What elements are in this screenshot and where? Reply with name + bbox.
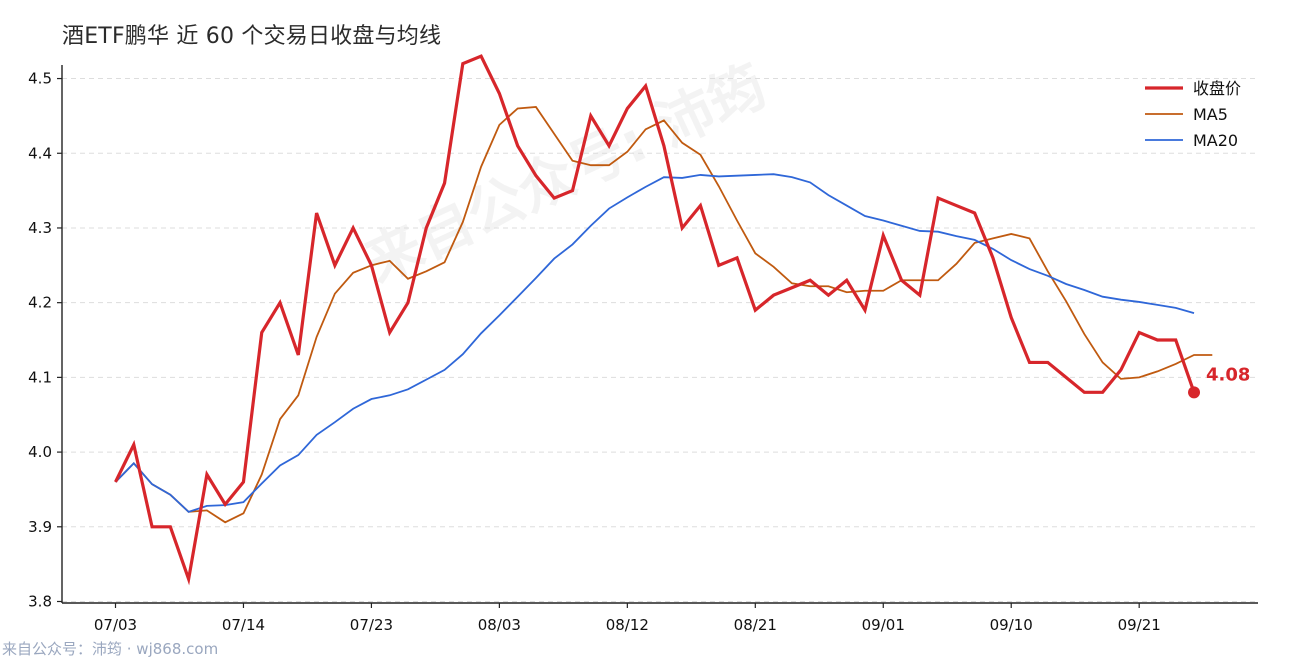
x-tick-label: 08/03 — [478, 616, 521, 634]
y-tick-label: 4.1 — [28, 368, 52, 386]
axes: 3.8 3.9 4.0 4.1 4.2 4.3 4.4 4.5 07/03 07/14 07/23 0… — [28, 65, 1258, 634]
y-tick-label: 4.4 — [28, 144, 52, 162]
grid-lines — [62, 78, 1258, 602]
ma5-line — [114, 106, 1213, 524]
last-point-dot — [1188, 386, 1201, 399]
close-price-line — [114, 54, 1196, 586]
x-tick-label: 08/21 — [734, 616, 777, 634]
footer-credit: 来自公众号：沛筠 · wj868.com — [2, 640, 219, 658]
legend-label: MA20 — [1193, 131, 1238, 150]
ma20-line — [114, 173, 1195, 513]
x-tick-label: 07/03 — [94, 616, 137, 634]
y-tick-label: 3.9 — [28, 518, 52, 536]
legend-label: MA5 — [1193, 105, 1228, 124]
x-tick-label: 09/21 — [1118, 616, 1161, 634]
y-tick-label: 4.2 — [28, 294, 52, 312]
last-point-marker: 4.08 — [1188, 364, 1250, 399]
legend: 收盘价 MA5 MA20 — [1145, 79, 1241, 150]
legend-label: 收盘价 — [1193, 79, 1241, 98]
x-tick-label: 09/01 — [862, 616, 905, 634]
y-tick-label: 4.0 — [28, 443, 52, 461]
y-tick-label: 3.8 — [28, 593, 52, 611]
y-tick-label: 4.5 — [28, 70, 52, 88]
series-lines — [114, 54, 1213, 586]
x-tick-label: 08/12 — [606, 616, 649, 634]
chart-title: 酒ETF鹏华 近 60 个交易日收盘与均线 — [62, 24, 442, 49]
x-tick-label: 09/10 — [990, 616, 1033, 634]
x-tick-label: 07/23 — [350, 616, 393, 634]
x-tick-label: 07/14 — [222, 616, 265, 634]
last-value-label: 4.08 — [1206, 364, 1250, 385]
y-tick-label: 4.3 — [28, 219, 52, 237]
